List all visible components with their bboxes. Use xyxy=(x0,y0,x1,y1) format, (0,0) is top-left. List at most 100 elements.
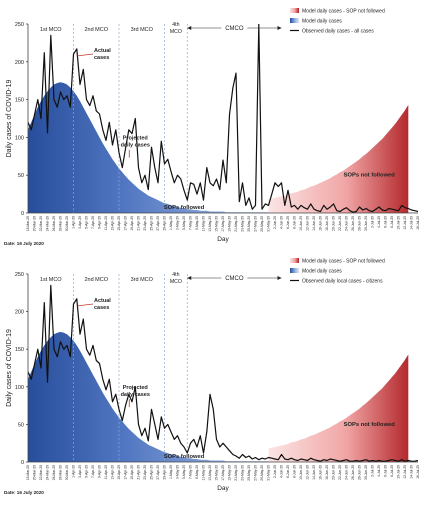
x-tick-label: 24-Mar-20 xyxy=(45,216,49,231)
x-tick-label: 29-Apr-20 xyxy=(162,465,166,480)
x-tick-label: 20-Jun-20 xyxy=(331,465,335,480)
x-tick-label: 23-Apr-20 xyxy=(143,216,147,231)
x-tick-label: 26-Mar-20 xyxy=(52,216,56,231)
x-tick-label: 7-May-20 xyxy=(188,465,192,479)
annotation-actual-cases: cases xyxy=(94,305,109,311)
x-tick-label: 28-Jun-20 xyxy=(357,465,361,480)
x-tick-label: 15-May-20 xyxy=(214,465,218,481)
x-tick-label: 25-May-20 xyxy=(247,216,251,232)
x-tick-label: 30-Mar-20 xyxy=(65,465,69,480)
x-tick-label: 28-Mar-20 xyxy=(58,216,62,231)
x-tick-label: 10-Jul-20 xyxy=(396,216,400,230)
x-tick-label: 1-May-20 xyxy=(169,216,173,230)
phase-label-4mco: 4th xyxy=(172,272,179,278)
x-tick-label: 27-May-20 xyxy=(253,465,257,481)
phase-label-1mco: 1st MCO xyxy=(40,27,62,33)
y-tick-label: 150 xyxy=(15,98,24,104)
phase-label-cmco: CMCO xyxy=(225,26,244,32)
x-tick-label: 22-Jun-20 xyxy=(338,465,342,480)
x-tick-label: 13-May-20 xyxy=(208,465,212,481)
x-tick-label: 15-Apr-20 xyxy=(117,216,121,231)
x-tick-label: 19-May-20 xyxy=(227,216,231,232)
x-tick-label: 4-Jul-20 xyxy=(377,216,381,228)
x-tick-label: 12-Jul-20 xyxy=(403,216,407,230)
x-tick-label: 27-Apr-20 xyxy=(156,465,160,480)
y-tick-label: 0 xyxy=(21,211,24,217)
x-tick-label: 27-Apr-20 xyxy=(156,216,160,231)
annotation-actual-cases: Actual xyxy=(94,48,111,54)
x-tick-label: 5-Apr-20 xyxy=(84,216,88,229)
legend-label-observed: Observed daily cases - all cases xyxy=(302,29,374,35)
cmco-arrow-right xyxy=(277,276,282,280)
x-tick-label: 25-Apr-20 xyxy=(149,216,153,231)
x-tick-label: 30-Mar-20 xyxy=(65,216,69,231)
x-tick-label: 7-Apr-20 xyxy=(91,216,95,229)
x-tick-label: 4-Jul-20 xyxy=(377,465,381,477)
sop-not-followed-area xyxy=(268,354,409,462)
x-tick-label: 2-Jul-20 xyxy=(370,216,374,228)
x-tick-label: 25-May-20 xyxy=(247,465,251,481)
phase-label-3mco: 3rd MCO xyxy=(131,27,154,33)
x-tick-label: 21-May-20 xyxy=(234,465,238,481)
x-tick-label: 11-Apr-20 xyxy=(104,465,108,480)
x-tick-label: 3-Apr-20 xyxy=(78,216,82,229)
x-tick-label: 17-May-20 xyxy=(221,216,225,232)
legend: Model daily cases - SOP not followed Mode… xyxy=(290,8,385,35)
x-tick-label: 6-Jul-20 xyxy=(383,465,387,477)
x-tick-label: 14-Jul-20 xyxy=(409,465,413,479)
x-tick-label: 11-Apr-20 xyxy=(104,216,108,231)
chart-panel-2: 0 50 100 150 200 250 18-Mar-20 20-Mar-20 22-Mar-… xyxy=(4,258,420,495)
y-tick-label: 250 xyxy=(15,22,24,28)
x-tick-label: 12-Jun-20 xyxy=(305,465,309,480)
x-tick-label: 26-Jun-20 xyxy=(351,465,355,480)
x-tick-label: 19-May-20 xyxy=(227,465,231,481)
x-tick-label: 14-Jul-20 xyxy=(409,216,413,230)
x-tick-label: 16-Jul-20 xyxy=(416,216,420,230)
x-tick-label: 13-Apr-20 xyxy=(110,216,114,231)
y-tick-label: 0 xyxy=(21,460,24,466)
x-tick-label: 24-Jun-20 xyxy=(344,216,348,231)
x-tick-label: 17-Apr-20 xyxy=(123,216,127,231)
x-tick-label: 18-Mar-20 xyxy=(26,465,30,480)
x-tick-label: 24-Mar-20 xyxy=(45,465,49,480)
x-tick-label: 18-Jun-20 xyxy=(325,216,329,231)
x-tick-label: 29-May-20 xyxy=(260,465,264,481)
legend-label-sop-not-followed: Model daily cases - SOP not followed xyxy=(302,9,385,15)
x-tick-label: 10-Jul-20 xyxy=(396,465,400,479)
x-tick-label: 31-May-20 xyxy=(266,216,270,232)
x-tick-label: 20-Mar-20 xyxy=(32,216,36,231)
date-note: Date: 16 July 2020 xyxy=(4,490,44,495)
annotation-actual-cases: cases xyxy=(94,55,109,61)
x-tick-label: 8-Jun-20 xyxy=(292,216,296,229)
x-tick-label: 22-Mar-20 xyxy=(39,216,43,231)
x-tick-label: 16-Jun-20 xyxy=(318,216,322,231)
x-tick-label: 12-Jul-20 xyxy=(403,465,407,479)
x-tick-label: 9-May-20 xyxy=(195,216,199,230)
x-tick-label: 25-Apr-20 xyxy=(149,465,153,480)
x-tick-label: 6-Jun-20 xyxy=(286,216,290,229)
observed-line xyxy=(28,24,418,213)
model-area xyxy=(28,82,418,213)
x-tick-label: 28-Jun-20 xyxy=(357,216,361,231)
x-tick-label: 10-Jun-20 xyxy=(299,216,303,231)
x-tick-label: 1-May-20 xyxy=(169,465,173,479)
actual-cases-pointer xyxy=(76,303,94,307)
x-tick-label: 13-May-20 xyxy=(208,216,212,232)
phase-label-cmco: CMCO xyxy=(225,276,244,282)
x-tick-label: 17-Apr-20 xyxy=(123,465,127,480)
cmco-arrow-right xyxy=(277,26,282,30)
y-tick-label: 200 xyxy=(15,60,24,66)
x-tick-label: 21-Apr-20 xyxy=(136,216,140,231)
phase-label-4mco: 4th xyxy=(172,22,179,28)
annotation-projected: daily cases xyxy=(121,143,150,149)
x-tick-label: 7-Apr-20 xyxy=(91,465,95,478)
x-tick-label: 13-Apr-20 xyxy=(110,465,114,480)
x-tick-label: 10-Jun-20 xyxy=(299,465,303,480)
legend-swatch-sop-not-followed xyxy=(290,8,299,13)
x-tick-label: 20-Mar-20 xyxy=(32,465,36,480)
phase-label-2mco: 2nd MCO xyxy=(84,277,108,283)
x-tick-label: 3-May-20 xyxy=(175,465,179,479)
legend-swatch-sop-not-followed xyxy=(290,258,299,263)
